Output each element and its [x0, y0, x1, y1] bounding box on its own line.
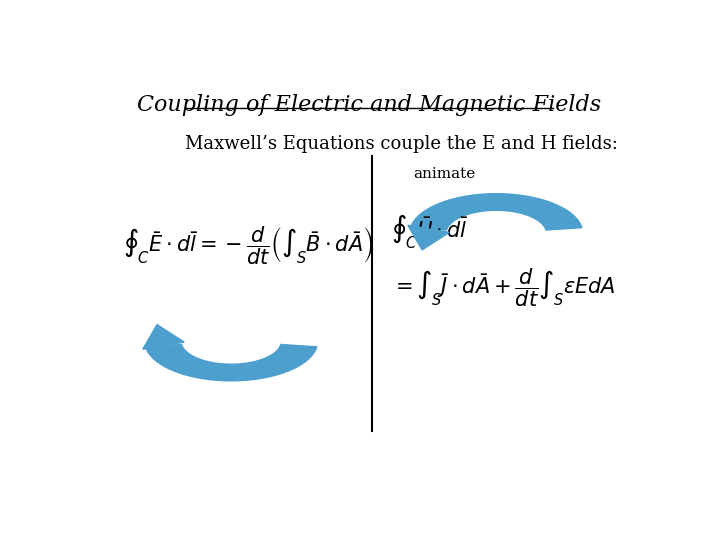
Text: Coupling of Electric and Magnetic Fields: Coupling of Electric and Magnetic Fields [137, 94, 601, 116]
Text: $= \int_{S} \bar{J} \cdot d\bar{A} + \dfrac{d}{dt}\int_{S} \epsilon E dA$: $= \int_{S} \bar{J} \cdot d\bar{A} + \df… [392, 266, 616, 308]
Text: $\oint_{C} \bar{H} \cdot d\bar{l}$: $\oint_{C} \bar{H} \cdot d\bar{l}$ [392, 212, 469, 251]
Text: animate: animate [413, 167, 475, 181]
Text: Maxwell’s Equations couple the E and H fields:: Maxwell’s Equations couple the E and H f… [185, 136, 618, 153]
Polygon shape [410, 194, 582, 230]
Text: $\oint_{C} \bar{E} \cdot d\bar{l} = -\dfrac{d}{dt}\left(\int_{S} \bar{B} \cdot d: $\oint_{C} \bar{E} \cdot d\bar{l} = -\df… [124, 225, 374, 267]
Polygon shape [408, 225, 449, 250]
Polygon shape [145, 345, 317, 381]
Polygon shape [143, 325, 184, 349]
